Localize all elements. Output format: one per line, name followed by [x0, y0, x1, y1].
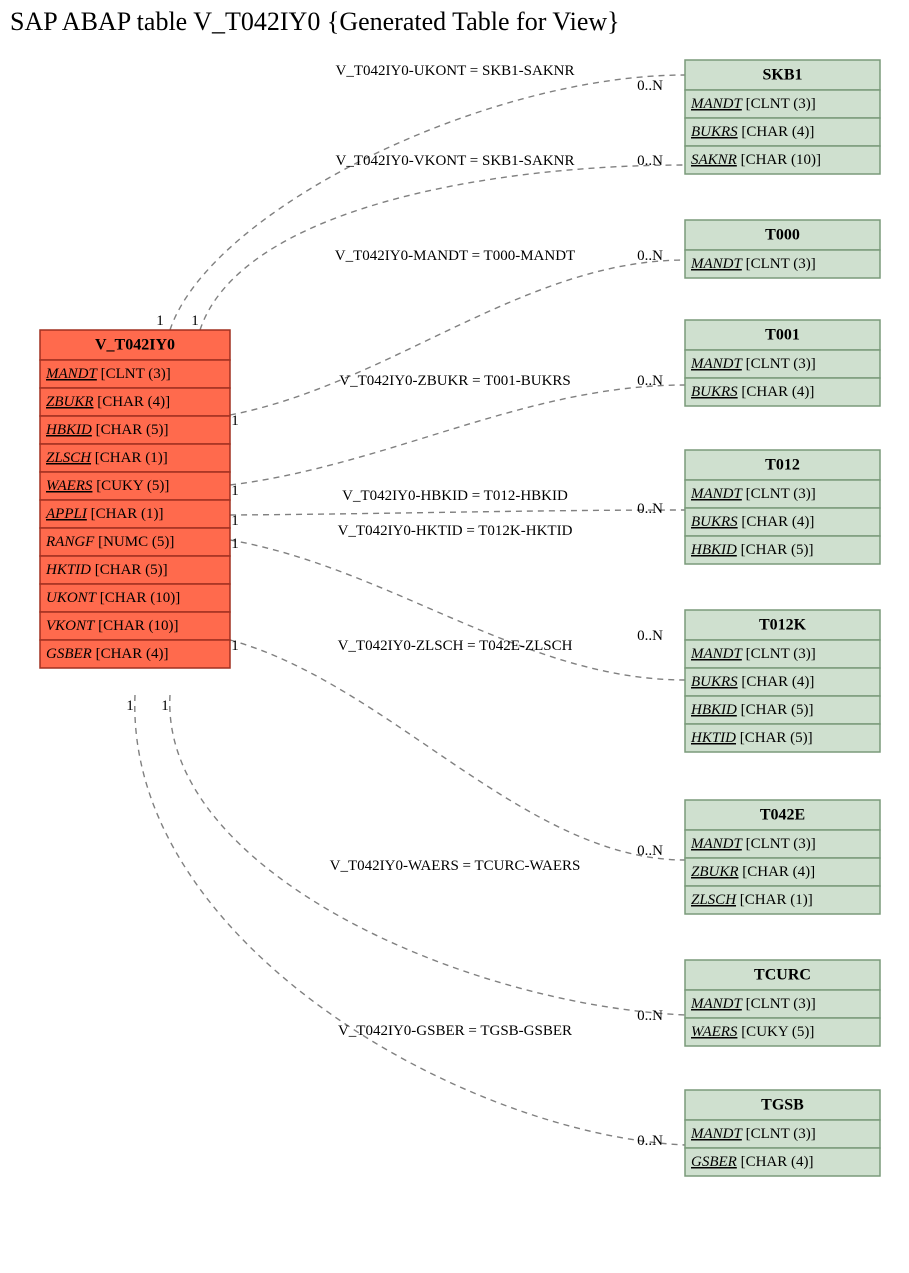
cardinality: 1: [231, 536, 239, 552]
edge: [170, 695, 685, 1015]
field: RANGF [NUMC (5)]: [45, 534, 174, 550]
table-header: T012: [765, 457, 800, 474]
edge-label: V_T042IY0-HBKID = T012-HBKID: [342, 488, 568, 504]
cardinality: 0..N: [637, 628, 663, 644]
edge: [170, 75, 685, 330]
field: GSBER [CHAR (4)]: [46, 646, 168, 662]
cardinality: 0..N: [637, 501, 663, 517]
field: MANDT [CLNT (3)]: [690, 486, 816, 502]
field: MANDT [CLNT (3)]: [45, 366, 171, 382]
table-TCURC: TCURC MANDT [CLNT (3)] WAERS [CUKY (5)]: [685, 960, 880, 1046]
edge-label: V_T042IY0-WAERS = TCURC-WAERS: [330, 858, 581, 874]
field: BUKRS [CHAR (4)]: [691, 674, 814, 690]
field: ZLSCH [CHAR (1)]: [46, 450, 168, 466]
field: BUKRS [CHAR (4)]: [691, 124, 814, 140]
table-header: T000: [765, 227, 800, 244]
field: HBKID [CHAR (5)]: [690, 542, 813, 558]
table-header: TGSB: [761, 1097, 804, 1114]
field: BUKRS [CHAR (4)]: [691, 384, 814, 400]
cardinality: 0..N: [637, 1133, 663, 1149]
field: BUKRS [CHAR (4)]: [691, 514, 814, 530]
field: APPLI [CHAR (1)]: [45, 506, 163, 522]
field: GSBER [CHAR (4)]: [691, 1154, 813, 1170]
page-title: SAP ABAP table V_T042IY0 {Generated Tabl…: [10, 7, 620, 36]
cardinality: 0..N: [637, 78, 663, 94]
table-T000: T000 MANDT [CLNT (3)]: [685, 220, 880, 278]
cardinality: 0..N: [637, 843, 663, 859]
field: MANDT [CLNT (3)]: [690, 256, 816, 272]
cardinality: 0..N: [637, 248, 663, 264]
field: HKTID [CHAR (5)]: [690, 730, 813, 746]
field: HBKID [CHAR (5)]: [45, 422, 168, 438]
cardinality: 1: [231, 483, 239, 499]
edge: [135, 695, 685, 1145]
table-header: V_T042IY0: [95, 337, 175, 354]
edge-label: V_T042IY0-VKONT = SKB1-SAKNR: [335, 153, 574, 169]
table-V_T042IY0: V_T042IY0 MANDT [CLNT (3)] ZBUKR [CHAR (4)…: [40, 330, 230, 668]
edge-label: V_T042IY0-MANDT = T000-MANDT: [335, 248, 575, 264]
cardinality: 0..N: [637, 373, 663, 389]
field: HKTID [CHAR (5)]: [45, 562, 168, 578]
field: UKONT [CHAR (10)]: [46, 590, 180, 606]
edge: [230, 540, 685, 680]
table-header: SKB1: [762, 67, 802, 84]
field: WAERS [CUKY (5)]: [691, 1024, 814, 1040]
field: WAERS [CUKY (5)]: [46, 478, 169, 494]
cardinality: 1: [231, 638, 239, 654]
edge-label: V_T042IY0-HKTID = T012K-HKTID: [338, 523, 573, 539]
table-T012K: T012K MANDT [CLNT (3)] BUKRS [CHAR (4)] HBK…: [685, 610, 880, 752]
field: MANDT [CLNT (3)]: [690, 836, 816, 852]
table-header: TCURC: [754, 967, 811, 984]
field: MANDT [CLNT (3)]: [690, 646, 816, 662]
field: ZLSCH [CHAR (1)]: [691, 892, 813, 908]
field: VKONT [CHAR (10)]: [46, 618, 179, 634]
cardinality: 0..N: [637, 153, 663, 169]
field: MANDT [CLNT (3)]: [690, 96, 816, 112]
cardinality: 1: [191, 313, 199, 329]
field: SAKNR [CHAR (10)]: [691, 152, 821, 168]
cardinality: 0..N: [637, 1008, 663, 1024]
cardinality: 1: [126, 698, 134, 714]
table-header: T042E: [760, 807, 805, 824]
edge: [230, 260, 685, 415]
edge-label: V_T042IY0-GSBER = TGSB-GSBER: [338, 1023, 572, 1039]
table-TGSB: TGSB MANDT [CLNT (3)] GSBER [CHAR (4)]: [685, 1090, 880, 1176]
edge: [230, 385, 685, 485]
table-header: T001: [765, 327, 800, 344]
field: MANDT [CLNT (3)]: [690, 356, 816, 372]
field: MANDT [CLNT (3)]: [690, 1126, 816, 1142]
table-SKB1: SKB1 MANDT [CLNT (3)] BUKRS [CHAR (4)] SAKN…: [685, 60, 880, 174]
cardinality: 1: [156, 313, 164, 329]
cardinality: 1: [231, 513, 239, 529]
cardinality: 1: [231, 413, 239, 429]
field: ZBUKR [CHAR (4)]: [46, 394, 170, 410]
cardinality: 1: [161, 698, 169, 714]
field: MANDT [CLNT (3)]: [690, 996, 816, 1012]
er-diagram: SAP ABAP table V_T042IY0 {Generated Tabl…: [0, 0, 909, 1273]
table-T001: T001 MANDT [CLNT (3)] BUKRS [CHAR (4)]: [685, 320, 880, 406]
edge: [230, 510, 685, 515]
field: HBKID [CHAR (5)]: [690, 702, 813, 718]
table-T012: T012 MANDT [CLNT (3)] BUKRS [CHAR (4)] HBKI…: [685, 450, 880, 564]
field: ZBUKR [CHAR (4)]: [691, 864, 815, 880]
edge-label: V_T042IY0-ZBUKR = T001-BUKRS: [339, 373, 571, 389]
edge-label: V_T042IY0-ZLSCH = T042E-ZLSCH: [338, 638, 573, 654]
table-T042E: T042E MANDT [CLNT (3)] ZBUKR [CHAR (4)] ZLS…: [685, 800, 880, 914]
table-header: T012K: [759, 617, 807, 634]
edge-label: V_T042IY0-UKONT = SKB1-SAKNR: [335, 63, 574, 79]
